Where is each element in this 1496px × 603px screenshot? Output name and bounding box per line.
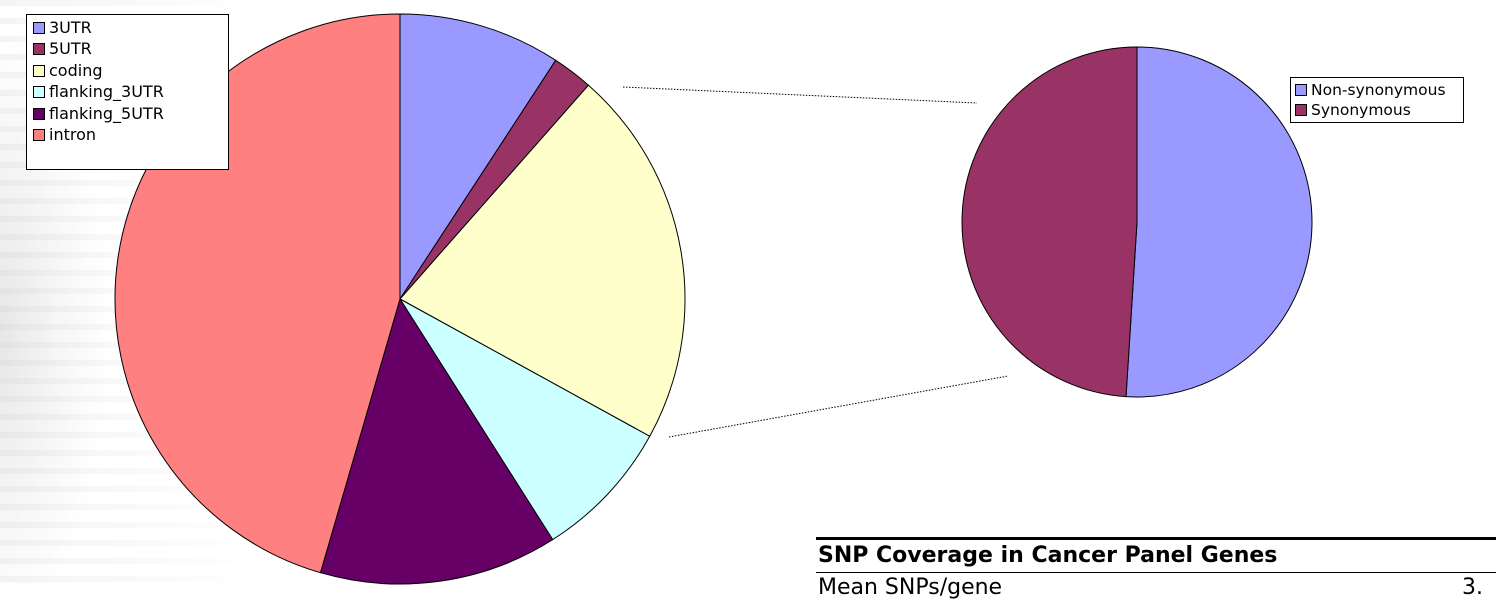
legend-item-5utr: 5UTR — [33, 39, 228, 61]
legend-label: 3UTR — [49, 17, 92, 37]
legend-label: coding — [49, 60, 103, 80]
sub-pie-legend: Non-synonymous Synonymous — [1290, 77, 1464, 123]
pie-slice-synonymous — [961, 46, 1138, 398]
legend-item-intron: intron — [33, 125, 228, 147]
legend-item-3utr: 3UTR — [33, 17, 228, 39]
legend-swatch — [1295, 104, 1307, 116]
pie-slice-flanking-3utr — [399, 298, 651, 541]
legend-item-non-synonymous: Non-synonymous — [1295, 80, 1463, 100]
connector-line-bottom — [668, 375, 1009, 438]
legend-label: flanking_5UTR — [49, 103, 164, 123]
snp-coverage-table: SNP Coverage in Cancer Panel Genes Mean … — [816, 537, 1496, 603]
legend-label: intron — [49, 125, 97, 145]
table-row-value: 3. — [1462, 575, 1483, 600]
legend-label: flanking_3UTR — [49, 82, 164, 102]
legend-swatch — [1295, 84, 1307, 96]
legend-label: Non-synonymous — [1311, 81, 1446, 99]
table-row: Mean SNPs/gene 3. — [816, 572, 1496, 603]
pie-slice-coding — [399, 84, 686, 437]
legend-item-synonymous: Synonymous — [1295, 100, 1463, 120]
legend-item-coding: coding — [33, 60, 228, 82]
connector-line-top — [622, 86, 978, 104]
coding-breakdown-pie-chart — [961, 46, 1313, 398]
legend-swatch — [33, 129, 45, 142]
pie-slice-3utr — [399, 13, 557, 301]
legend-swatch — [33, 43, 45, 56]
pie-slice-flanking-5utr — [319, 297, 554, 585]
legend-item-flanking-5utr: flanking_5UTR — [33, 103, 228, 125]
pie-slice-non-synonymous — [1125, 46, 1313, 398]
legend-swatch — [33, 21, 45, 34]
legend-item-flanking-3utr: flanking_3UTR — [33, 82, 228, 104]
legend-swatch — [33, 86, 45, 99]
legend-swatch — [33, 107, 45, 120]
legend-label: 5UTR — [49, 39, 92, 59]
legend-label: Synonymous — [1311, 101, 1411, 119]
table-row-label: Mean SNPs/gene — [818, 575, 1003, 600]
main-pie-legend: 3UTR 5UTR coding flanking_3UTR flanking_… — [26, 14, 229, 170]
table-top-rule — [816, 537, 1496, 540]
table-title: SNP Coverage in Cancer Panel Genes — [818, 543, 1278, 568]
legend-swatch — [33, 64, 45, 77]
